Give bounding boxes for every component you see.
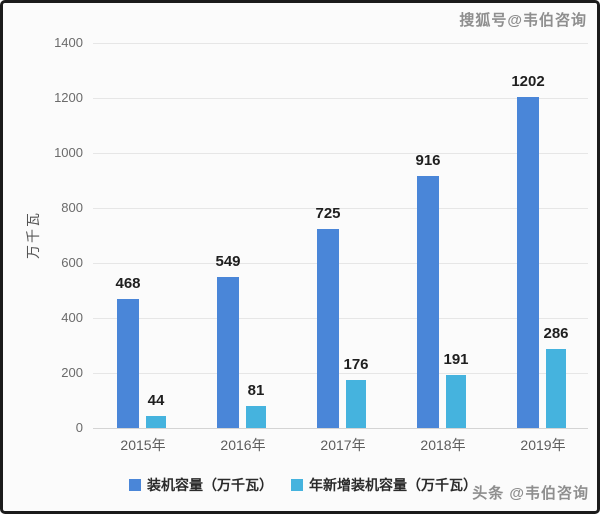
bar-installed-2015年	[117, 299, 139, 428]
x-tick-label: 2016年	[220, 437, 266, 453]
y-tick-label: 1200	[54, 90, 83, 105]
bar-installed-2017年	[317, 228, 339, 428]
y-tick-label: 1400	[54, 35, 83, 50]
legend-swatch-installed-capacity	[129, 479, 141, 491]
bar-new-2017年	[346, 379, 366, 428]
bar-value-label: 549	[215, 253, 241, 271]
bar-value-label: 176	[343, 355, 369, 373]
bar-value-label: 1202	[511, 73, 545, 91]
gridline	[93, 208, 588, 209]
legend-item-new-capacity: 年新增装机容量（万千瓦）	[291, 475, 477, 495]
y-tick-label: 400	[61, 310, 83, 325]
bar-installed-2016年	[217, 277, 239, 428]
gridline	[93, 263, 588, 264]
bar-installed-2018年	[417, 176, 439, 428]
gridline	[93, 153, 588, 154]
gridline	[93, 373, 588, 374]
gridline	[93, 98, 588, 99]
watermark-sohu: 搜狐号@韦伯咨询	[459, 12, 587, 29]
bar-new-2018年	[446, 375, 466, 428]
bar-new-2019年	[546, 349, 566, 428]
legend-swatch-new-capacity	[291, 479, 303, 491]
legend: 装机容量（万千瓦） 年新增装机容量（万千瓦）	[3, 475, 600, 495]
bar-value-label: 468	[115, 275, 141, 293]
gridline	[93, 428, 588, 429]
x-tick-label: 2017年	[320, 437, 366, 453]
bar-value-label: 286	[543, 325, 569, 343]
bar-value-label: 725	[315, 204, 341, 222]
y-axis-title: 万千瓦	[25, 211, 41, 259]
bar-new-2015年	[146, 415, 166, 428]
legend-label-installed-capacity: 装机容量（万千瓦）	[147, 477, 273, 493]
bar-value-label: 191	[443, 351, 469, 369]
bar-installed-2019年	[517, 97, 539, 428]
x-tick-label: 2018年	[420, 437, 466, 453]
x-tick-label: 2019年	[520, 437, 566, 453]
y-tick-label: 600	[61, 255, 83, 270]
bar-chart-plot-area: 0 200 400 600 800 1000 1200 1400 468 44 549 81 725 1…	[3, 3, 597, 511]
watermark-toutiao: 头条 @韦伯咨询	[472, 485, 589, 502]
bar-value-label: 916	[415, 152, 441, 170]
y-tick-label: 1000	[54, 145, 83, 160]
legend-item-installed-capacity: 装机容量（万千瓦）	[129, 475, 273, 495]
bar-value-label: 44	[147, 391, 165, 409]
gridline	[93, 318, 588, 319]
bar-value-label: 81	[247, 381, 265, 399]
gridline	[93, 43, 588, 44]
legend-label-new-capacity: 年新增装机容量（万千瓦）	[309, 477, 477, 493]
y-tick-label: 200	[61, 365, 83, 380]
bar-new-2016年	[246, 405, 266, 428]
x-tick-label: 2015年	[120, 437, 166, 453]
y-tick-label: 800	[61, 200, 83, 215]
y-tick-label: 0	[75, 420, 83, 435]
